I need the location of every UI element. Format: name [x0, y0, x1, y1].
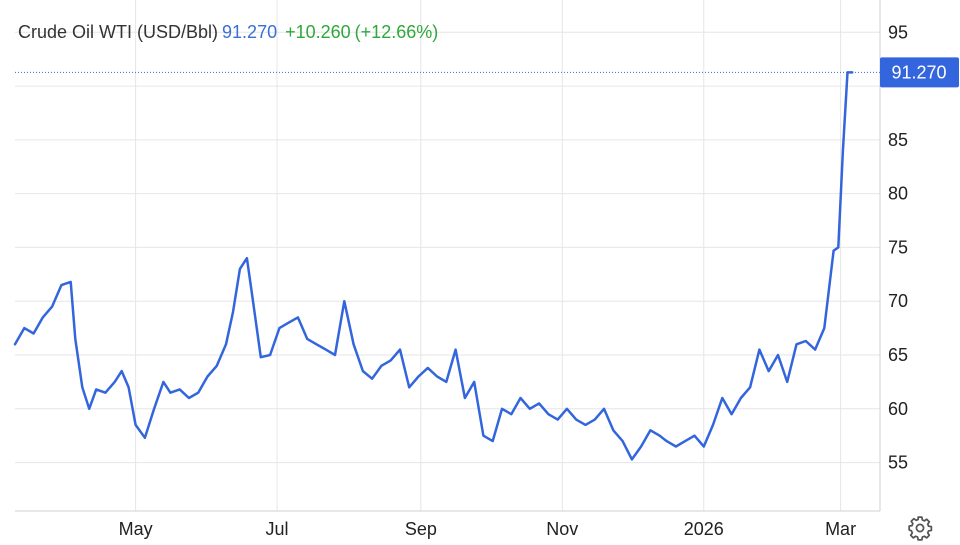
y-tick-label: 95: [888, 22, 908, 42]
y-axis-ticks: 55 60 65 70 75 80 85 95: [888, 22, 908, 472]
last-value-label: 91.270: [891, 62, 946, 82]
x-tick-label: Sep: [405, 519, 437, 539]
x-tick-label: Jul: [266, 519, 289, 539]
vertical-gridlines: [135, 0, 842, 511]
x-tick-label: May: [119, 519, 153, 539]
horizontal-gridlines: [15, 31, 880, 464]
y-tick-label: 70: [888, 291, 908, 311]
x-tick-label: Nov: [546, 519, 578, 539]
instrument-name: Crude Oil WTI (USD/Bbl): [18, 22, 219, 42]
x-tick-label: 2026: [684, 519, 724, 539]
instrument-price: 91.270: [222, 22, 278, 42]
x-axis-ticks: May Jul Sep Nov 2026 Mar: [119, 519, 856, 539]
y-tick-label: 55: [888, 453, 908, 473]
y-tick-label: 60: [888, 399, 908, 419]
last-value-badge-bg: [880, 57, 959, 88]
y-tick-label: 65: [888, 345, 908, 365]
y-tick-label: 80: [888, 184, 908, 204]
y-tick-label: 75: [888, 237, 908, 257]
gear-icon[interactable]: [907, 515, 933, 541]
x-tick-label: Mar: [825, 519, 856, 539]
price-series-line[interactable]: [13, 71, 854, 461]
price-change-percent: (+12.66%): [354, 22, 439, 42]
last-value-badge: 91.270: [880, 57, 959, 88]
y-tick-label: 85: [888, 130, 908, 150]
chart-legend: Crude Oil WTI (USD/Bbl) 91.270 +10.260 (+12…: [18, 22, 438, 43]
price-change: +10.260: [285, 22, 351, 42]
